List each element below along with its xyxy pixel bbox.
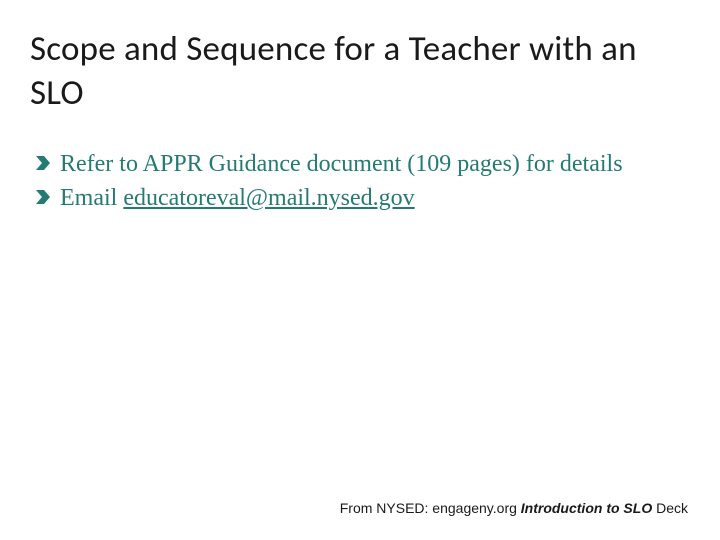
slide-title: Scope and Sequence for a Teacher with an… bbox=[30, 28, 690, 116]
slide-container: Scope and Sequence for a Teacher with an… bbox=[0, 0, 720, 540]
slide-footer: From NYSED: engageny.org Introduction to… bbox=[340, 500, 688, 516]
email-link[interactable]: educatoreval@mail.nysed.gov bbox=[123, 185, 414, 211]
arrow-right-icon bbox=[34, 154, 52, 172]
footer-suffix: Deck bbox=[652, 500, 688, 516]
bullet-list: Refer to APPR Guidance document (109 pag… bbox=[30, 148, 690, 215]
bullet-item: Email educatoreval@mail.nysed.gov bbox=[34, 182, 690, 214]
footer-deck-title: Introduction to SLO bbox=[521, 500, 652, 516]
bullet-prefix: Email bbox=[60, 185, 123, 211]
bullet-text: Refer to APPR Guidance document (109 pag… bbox=[60, 151, 623, 177]
arrow-right-icon bbox=[34, 188, 52, 206]
bullet-item: Refer to APPR Guidance document (109 pag… bbox=[34, 148, 690, 180]
footer-prefix: From NYSED: engageny.org bbox=[340, 500, 521, 516]
